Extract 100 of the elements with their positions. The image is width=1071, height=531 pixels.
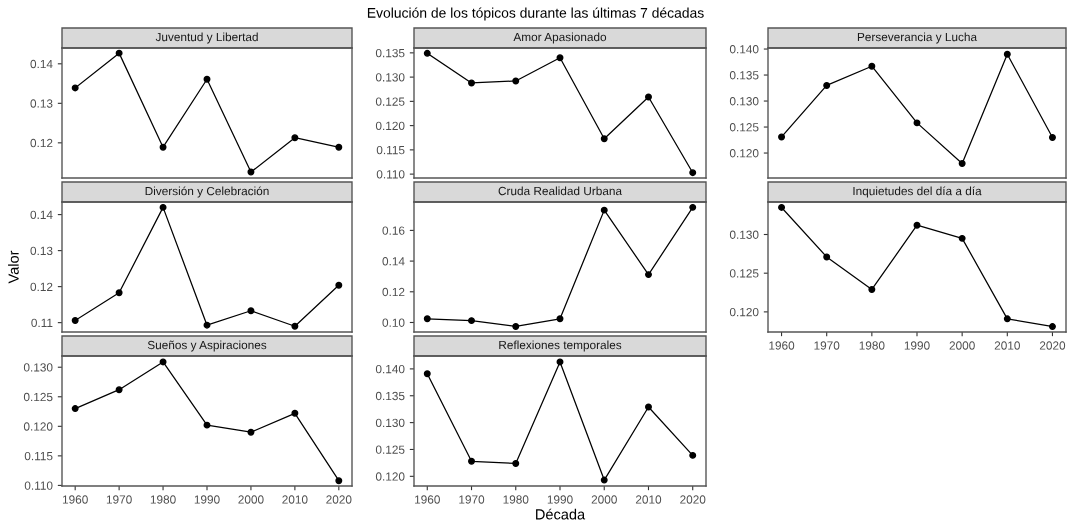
point (159, 358, 167, 366)
y-tick-label: 0.125 (375, 97, 405, 106)
y-tick-label: 0.120 (375, 121, 405, 131)
point (1048, 323, 1056, 331)
y-tick-label: 0.110 (24, 481, 53, 490)
point (468, 79, 475, 87)
y-tick-label: 0.13 (30, 246, 53, 256)
y-tick-label: 0.11 (31, 318, 53, 328)
x-tick-label: 1980 (503, 495, 529, 504)
x-tick-label: 1990 (547, 495, 573, 504)
point (689, 451, 697, 459)
point (645, 403, 652, 411)
x-tick-label: 2020 (326, 495, 352, 504)
point (71, 405, 79, 413)
y-tick-label: 0.135 (375, 391, 405, 401)
chart-title: Sueños y Aspiraciones (147, 340, 267, 352)
y-tick-label: 0.130 (23, 363, 53, 372)
y-tick-label: 0.120 (729, 149, 759, 158)
x-tick-label: 1960 (62, 495, 88, 504)
y-tick-label: 0.140 (375, 364, 405, 374)
point (823, 81, 831, 89)
x-tick-label: 1990 (194, 495, 220, 504)
y-tick-label: 0.125 (23, 392, 53, 402)
point (778, 133, 786, 141)
y-tick-label: 0.130 (375, 73, 405, 82)
x-tick-label: 2000 (949, 341, 975, 350)
point (556, 315, 564, 323)
chart-title: Diversión y Celebración (145, 186, 269, 198)
point (689, 169, 697, 177)
y-tick-label: 0.12 (30, 282, 53, 292)
point (556, 54, 564, 62)
point (159, 143, 167, 151)
y-tick-label: 0.12 (382, 287, 405, 297)
y-tick-label: 0.16 (382, 226, 405, 235)
point (1003, 50, 1011, 58)
y-tick-label: 0.14 (30, 59, 53, 69)
y-tick-label: 0.13 (30, 99, 53, 108)
point (115, 386, 123, 394)
chart-title: Juventud y Libertad (155, 32, 258, 44)
point (468, 457, 475, 465)
chart-title: Cruda Realidad Urbana (498, 186, 623, 196)
point (247, 307, 255, 315)
point (423, 49, 431, 57)
x-tick-label: 2000 (591, 495, 617, 504)
y-tick-label: 0.14 (30, 210, 53, 219)
point (247, 428, 255, 436)
y-tick-label: 0.120 (23, 422, 53, 431)
y-tick-label: 0.120 (375, 472, 405, 481)
point (958, 234, 966, 242)
y-tick-label: 0.110 (376, 170, 405, 179)
point (291, 134, 299, 142)
x-tick-label: 1970 (814, 341, 840, 350)
chart-title: Amor Apasionado (513, 32, 607, 44)
point (600, 206, 608, 214)
chart-title: Inquietudes del día a día (853, 186, 982, 198)
x-tick-label: 2010 (282, 495, 308, 504)
point (689, 203, 697, 211)
point (512, 77, 520, 85)
point (247, 168, 255, 176)
chart-title: Reflexiones temporales (499, 340, 622, 352)
y-tick-label: 0.125 (729, 269, 759, 278)
x-tick-label: 2020 (1039, 341, 1066, 350)
x-tick-label: 2010 (635, 495, 662, 504)
x-tick-label: 2020 (680, 495, 706, 504)
x-tick-label: 2000 (238, 495, 264, 504)
point (913, 221, 921, 229)
point (556, 358, 564, 366)
x-tick-label: 1960 (769, 341, 795, 350)
point (423, 315, 431, 323)
point (600, 135, 608, 143)
x-tick-label: 1990 (904, 341, 930, 350)
x-tick-label: 1970 (459, 495, 485, 504)
y-tick-label: 0.115 (376, 145, 405, 155)
y-tick-label: 0.10 (382, 318, 405, 327)
x-tick-label: 1980 (150, 495, 176, 504)
point (335, 281, 343, 289)
y-tick-label: 0.125 (729, 123, 759, 132)
x-tick-label: 1960 (415, 495, 440, 504)
point (823, 253, 831, 261)
point (423, 370, 431, 378)
point (203, 421, 211, 429)
y-tick-label: 0.140 (729, 45, 759, 54)
y-tick-label: 0.130 (729, 230, 759, 239)
x-axis-title: Década (536, 508, 586, 520)
point (1003, 315, 1011, 323)
y-tick-label: 0.14 (382, 257, 405, 266)
point (868, 285, 876, 293)
point (958, 159, 966, 167)
x-tick-label: 1970 (106, 495, 132, 504)
chart-title: Perseverancia y Lucha (857, 32, 978, 44)
point (645, 271, 652, 279)
point (512, 323, 520, 330)
point (203, 321, 211, 329)
text: Evolución de los tópicos durante las últimas 7 décadas (367, 7, 704, 21)
y-tick-label: 0.12 (30, 138, 53, 148)
point (335, 143, 343, 151)
y-tick-label: 0.135 (729, 71, 759, 80)
point (913, 119, 921, 127)
point (468, 317, 475, 325)
y-tick-label: 0.130 (375, 418, 405, 428)
